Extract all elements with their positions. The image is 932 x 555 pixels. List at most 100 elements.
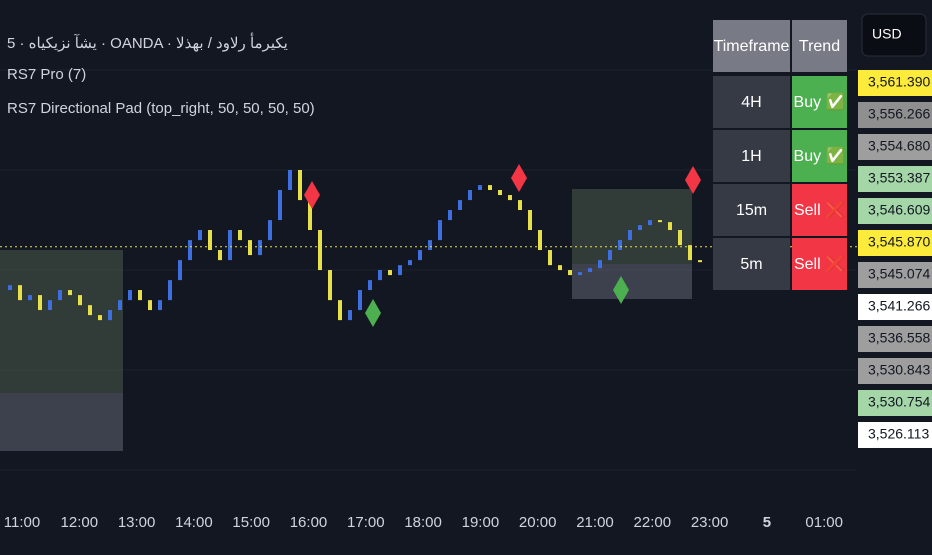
price-bar [28,295,32,301]
time-label: 12:00 [61,514,99,531]
time-label: 19:00 [462,514,500,531]
price-bar [58,290,62,301]
zone-box [0,393,123,451]
price-bar [148,300,152,311]
indicator-label: RS7 Directional Pad (top_right, 50, 50, … [7,100,315,117]
price-tag-label: 3,536.558 [868,330,930,346]
price-bars [8,170,702,321]
price-tag-label: 3,541.266 [868,298,930,314]
price-tag-label: 3,553.387 [868,170,930,186]
table-cell-text: Sell ❌ [794,200,845,219]
price-bar [158,300,162,311]
price-tag-label: 3,556.266 [868,106,930,122]
buy-signal [613,276,629,304]
price-bar [658,220,662,223]
table-cell-text: Sell ❌ [794,254,845,273]
price-bar [338,300,342,321]
table-cell [792,184,847,236]
sell-signal [511,164,527,192]
price-tag [858,390,932,416]
time-label: 15:00 [232,514,270,531]
price-bar [288,170,292,191]
trend-table: Timeframe Trend 4H Buy ✅ 1H Buy ✅ 15m Sell ❌ 5m S… [713,20,847,290]
price-bar [228,230,232,261]
price-bar [588,268,592,273]
price-bar [68,290,72,296]
time-label: 13:00 [118,514,156,531]
price-tag-label: 3,530.843 [868,362,930,378]
time-label: 21:00 [576,514,614,531]
zone-box [0,250,123,393]
time-label: 01:00 [805,514,843,531]
price-bar [698,260,702,263]
price-bar [208,230,212,251]
price-bar [138,290,142,301]
price-bar [688,245,692,261]
price-bar [308,200,312,231]
price-bar [358,290,362,311]
price-bar [38,295,42,311]
price-bar [488,185,492,191]
table-cell [792,76,847,128]
price-bar [88,305,92,316]
price-bar [98,315,102,321]
price-bar [108,310,112,321]
price-bar [438,220,442,241]
price-bar [518,200,522,211]
price-bar [568,270,572,276]
price-tag [858,422,932,448]
price-bar [458,200,462,211]
price-bar [548,250,552,266]
price-tag [858,294,932,320]
price-bar [198,230,202,241]
price-bar [368,280,372,291]
price-bar [328,270,332,301]
time-label: 14:00 [175,514,213,531]
table-cell [713,238,790,290]
time-label: 20:00 [519,514,557,531]
price-bar [128,290,132,301]
table-header: Trend [799,38,840,55]
price-bar [448,210,452,221]
currency-button[interactable] [861,13,927,57]
table-cell [713,76,790,128]
price-tag-label: 3,545.870 [868,234,930,250]
price-bar [598,260,602,269]
price-tags: 3,561.390 3,556.266 3,554.680 3,553.387 3,54… [858,70,932,448]
zone-box [572,189,692,264]
price-bar [508,195,512,201]
price-bar [218,250,222,261]
price-bar [48,300,52,311]
price-bar [558,265,562,271]
price-tag [858,166,932,192]
sell-signal [304,181,320,209]
symbol-title: يشآ نزيكياه · 5 · OANDA · يكيرمأ رلاود /… [7,33,288,52]
price-bar [418,250,422,261]
price-tag [858,70,932,96]
table-cell [792,130,847,182]
buy-signal [365,299,381,327]
table-cell-text: Buy ✅ [794,146,846,165]
price-bar [318,230,322,271]
price-tag-label: 3,554.680 [868,138,930,154]
indicator-label: RS7 Pro (7) [7,66,86,83]
table-cell [713,184,790,236]
time-axis: 11:00 12:00 13:00 14:00 15:00 16:00 17:00 18:00… [4,514,843,531]
price-bar [238,230,242,241]
time-label: 17:00 [347,514,385,531]
time-label: 22:00 [634,514,672,531]
price-bar [428,240,432,251]
price-bar [118,300,122,311]
time-label: 23:00 [691,514,729,531]
table-cell-text: 15m [736,202,767,219]
price-bar [18,285,22,301]
price-bar [538,230,542,251]
price-bar [8,285,12,291]
price-bar [168,280,172,301]
price-bar [678,230,682,246]
price-tag-label: 3,530.754 [868,394,930,410]
price-bar [628,230,632,241]
price-bar [608,250,612,261]
